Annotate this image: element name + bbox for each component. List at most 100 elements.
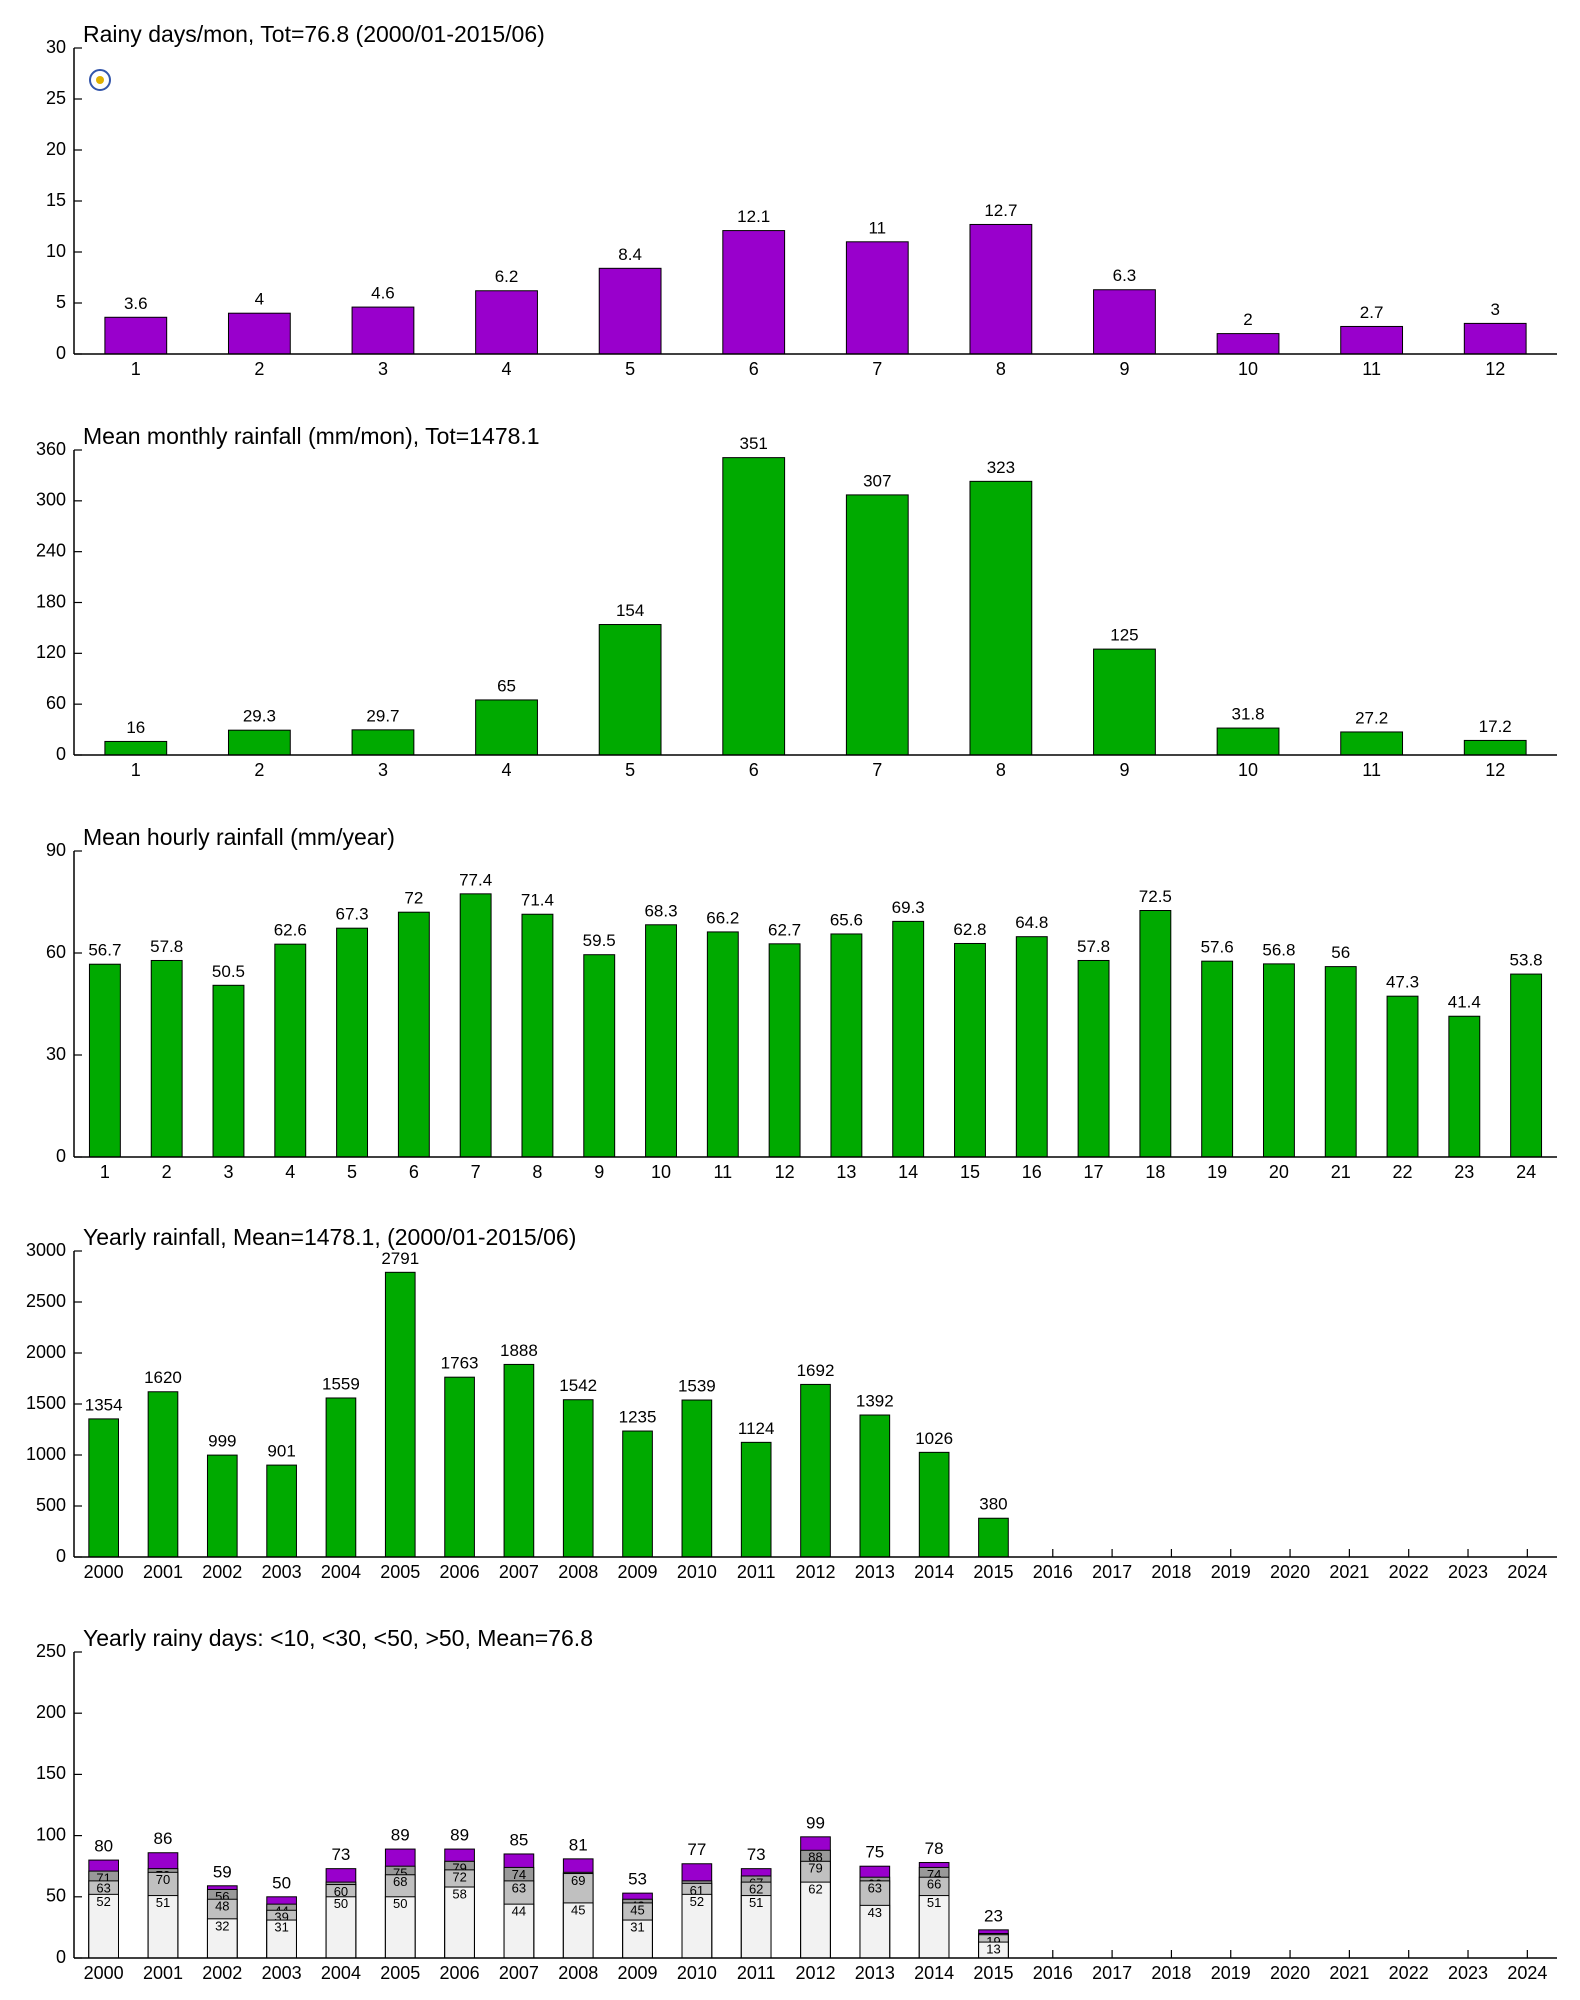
- x-tick-label: 22: [1393, 1162, 1413, 1182]
- y-tick-label: 60: [46, 693, 66, 713]
- bar: [978, 1517, 1009, 1558]
- data-label: 11: [868, 218, 886, 237]
- x-tick-label: 9: [1119, 760, 1129, 780]
- data-label: 27.2: [1355, 708, 1388, 727]
- x-tick-label: 2015: [973, 1562, 1013, 1582]
- data-label: 8.4: [618, 245, 642, 264]
- y-tick-label: 500: [36, 1495, 66, 1515]
- bar: [722, 457, 786, 756]
- bar: [336, 927, 369, 1158]
- x-tick-label: 6: [409, 1162, 419, 1182]
- x-tick-label: 2023: [1448, 1562, 1488, 1582]
- x-tick-label: 2018: [1151, 1963, 1191, 1983]
- bar: [1340, 325, 1404, 355]
- x-tick-label: 10: [1238, 760, 1258, 780]
- bar: [1340, 731, 1404, 756]
- bar: [444, 1886, 475, 1959]
- x-tick-label: 2002: [202, 1963, 242, 1983]
- data-label: 50: [272, 1873, 291, 1892]
- x-tick-label: 2010: [677, 1562, 717, 1582]
- bar: [722, 230, 786, 355]
- y-tick-label: 3000: [26, 1240, 66, 1260]
- bar: [88, 1418, 119, 1558]
- x-tick-label: 2004: [321, 1562, 361, 1582]
- x-tick-label: 2020: [1270, 1562, 1310, 1582]
- x-tick-label: 12: [775, 1162, 795, 1182]
- x-tick-label: 2017: [1092, 1562, 1132, 1582]
- bar: [1463, 739, 1527, 756]
- data-label: 1763: [441, 1354, 479, 1373]
- y-tick-label: 0: [56, 1146, 66, 1166]
- x-tick-label: 2: [162, 1162, 172, 1182]
- bar: [1015, 936, 1048, 1158]
- y-tick-label: 200: [36, 1702, 66, 1722]
- bar: [598, 624, 662, 756]
- bar: [444, 1376, 475, 1558]
- chart-title: Yearly rainfall, Mean=1478.1, (2000/01-2…: [83, 1224, 576, 1250]
- bar: [740, 1895, 772, 1959]
- bar: [830, 933, 863, 1158]
- data-label: 79: [808, 1861, 822, 1876]
- data-label: 73: [747, 1845, 766, 1864]
- bar: [1448, 1015, 1481, 1158]
- data-label: 99: [806, 1813, 825, 1832]
- data-label: 86: [154, 1829, 173, 1848]
- data-label: 154: [616, 601, 644, 620]
- data-label: 89: [391, 1826, 410, 1845]
- data-label: 1888: [500, 1341, 538, 1360]
- x-tick-label: 2013: [855, 1963, 895, 1983]
- data-label: 43: [868, 1905, 882, 1920]
- x-tick-label: 2: [254, 359, 264, 379]
- data-label: 323: [987, 458, 1015, 477]
- data-label: 2791: [381, 1249, 419, 1268]
- data-label: 50.5: [212, 962, 245, 981]
- x-tick-label: 23: [1454, 1162, 1474, 1182]
- y-tick-label: 300: [36, 490, 66, 510]
- x-tick-label: 2: [254, 760, 264, 780]
- bar: [266, 1919, 297, 1959]
- y-tick-label: 360: [36, 439, 66, 459]
- bar: [104, 740, 168, 756]
- data-label: 65: [497, 676, 516, 695]
- bar: [598, 267, 662, 355]
- bar: [475, 290, 538, 355]
- data-label: 3: [1490, 300, 1499, 319]
- bar: [918, 1451, 950, 1558]
- bar: [918, 1895, 950, 1959]
- bar: [845, 241, 909, 355]
- x-tick-label: 2001: [143, 1963, 183, 1983]
- data-label: 1542: [559, 1376, 597, 1395]
- bar: [1093, 648, 1156, 756]
- data-label: 75: [865, 1843, 884, 1862]
- y-tick-label: 0: [56, 1546, 66, 1566]
- y-tick-label: 1000: [26, 1444, 66, 1464]
- bar: [147, 1895, 179, 1959]
- bar: [681, 1893, 713, 1959]
- data-label: 52: [96, 1894, 110, 1909]
- bar: [740, 1441, 772, 1558]
- data-label: 31.8: [1231, 705, 1264, 724]
- x-tick-label: 2008: [558, 1562, 598, 1582]
- data-label: 29.3: [243, 707, 276, 726]
- logo-dot: [96, 76, 104, 84]
- data-label: 72: [452, 1869, 466, 1884]
- x-tick-label: 12: [1485, 359, 1505, 379]
- x-tick-label: 2019: [1211, 1562, 1251, 1582]
- data-label: 59.5: [583, 931, 616, 950]
- data-label: 68.3: [644, 901, 677, 920]
- bar: [681, 1399, 713, 1558]
- x-tick-label: 1: [131, 760, 141, 780]
- x-tick-label: 2009: [618, 1562, 658, 1582]
- data-label: 4.6: [371, 284, 395, 303]
- bar: [1077, 959, 1110, 1158]
- bar: [147, 1391, 179, 1558]
- y-tick-label: 20: [46, 139, 66, 159]
- data-label: 74: [512, 1867, 526, 1882]
- data-label: 1539: [678, 1377, 716, 1396]
- x-tick-label: 5: [625, 359, 635, 379]
- data-label: 63: [512, 1880, 526, 1895]
- x-tick-label: 9: [594, 1162, 604, 1182]
- x-tick-label: 2000: [84, 1562, 124, 1582]
- x-tick-label: 12: [1485, 760, 1505, 780]
- y-tick-label: 180: [36, 591, 66, 611]
